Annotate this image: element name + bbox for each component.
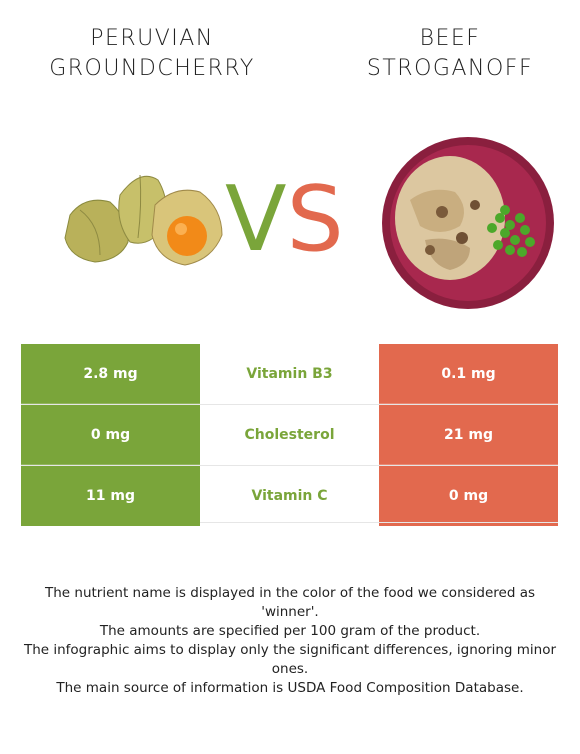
beef-stroganoff-image <box>382 137 554 309</box>
left-food-title-line2: GROUNDCHERRY <box>49 56 255 81</box>
footer-line: The amounts are specified per 100 gram o… <box>99 623 481 639</box>
groundcherry-image <box>64 174 223 266</box>
left-value: 0 mg <box>21 405 200 465</box>
food-images <box>64 137 554 309</box>
left-value: 11 mg <box>21 466 200 526</box>
left-food-title-line1: PERUVIAN <box>90 26 214 51</box>
vs-label: VS <box>225 175 344 265</box>
table-divider <box>200 522 558 523</box>
right-food-title-line2: STROGANOFF <box>366 56 534 81</box>
nutrient-name: Cholesterol <box>200 405 379 465</box>
nutrient-name: Vitamin B3 <box>200 344 379 404</box>
nutrient-name: Vitamin C <box>200 466 379 526</box>
right-food-title-line1: BEEF <box>419 26 481 51</box>
vs-v: V <box>225 167 287 272</box>
right-value: 21 mg <box>379 405 558 465</box>
left-food-title: PERUVIAN GROUNDCHERRY <box>37 24 267 84</box>
footer-line: The nutrient name is displayed in the co… <box>44 585 536 620</box>
comparison-table: 2.8 mg Vitamin B3 0.1 mg 0 mg Cholestero… <box>21 344 558 526</box>
right-value: 0.1 mg <box>379 344 558 404</box>
table-row: 0 mg Cholesterol 21 mg <box>21 405 558 466</box>
table-row: 2.8 mg Vitamin B3 0.1 mg <box>21 344 558 405</box>
left-value: 2.8 mg <box>21 344 200 404</box>
footer-line: The infographic aims to display only the… <box>23 642 557 677</box>
vs-s: S <box>286 167 344 272</box>
right-value: 0 mg <box>379 466 558 526</box>
footer-line: The main source of information is USDA F… <box>56 680 524 696</box>
footer-notes: The nutrient name is displayed in the co… <box>15 584 565 698</box>
table-row: 11 mg Vitamin C 0 mg <box>21 466 558 526</box>
right-food-title: BEEF STROGANOFF <box>340 24 560 84</box>
